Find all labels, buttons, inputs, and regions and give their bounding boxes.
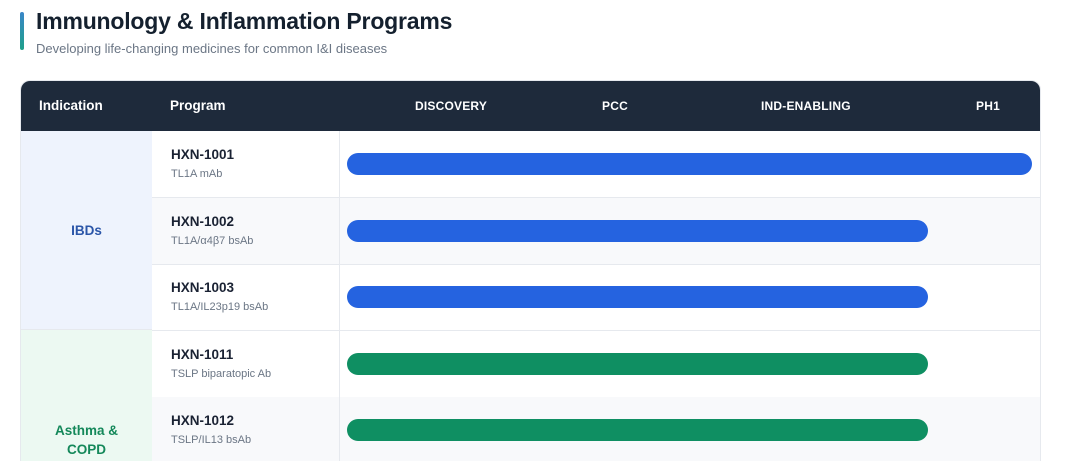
table-row[interactable]: HXN-1003 TL1A/IL23p19 bsAb — [152, 264, 1040, 331]
column-header-program: Program — [170, 98, 226, 113]
progress-bar — [347, 353, 928, 375]
column-header-indication: Indication — [39, 98, 103, 113]
progress-bar — [347, 286, 928, 308]
program-name: HXN-1003 — [171, 280, 235, 295]
indication-cell-asthma-copd: Asthma & COPD — [21, 330, 152, 461]
progress-bar — [347, 419, 928, 441]
program-name: HXN-1011 — [171, 347, 234, 362]
header-accent-bar — [20, 12, 24, 50]
page-title: Immunology & Inflammation Programs — [36, 8, 453, 34]
program-cell: HXN-1012 TSLP/IL13 bsAb — [152, 397, 340, 461]
table-row[interactable]: HXN-1002 TL1A/α4β7 bsAb — [152, 198, 1040, 265]
table-header: Indication Program DISCOVERY PCC IND-ENA… — [21, 81, 1040, 131]
table-row[interactable]: HXN-1012 TSLP/IL13 bsAb — [152, 397, 1040, 461]
column-header-ph1: PH1 — [976, 99, 1000, 113]
indication-label: IBDs — [71, 222, 102, 238]
page-subtitle: Developing life-changing medicines for c… — [36, 41, 388, 56]
progress-bar — [347, 153, 1032, 175]
program-name: HXN-1001 — [171, 147, 235, 162]
table-row[interactable]: HXN-1011 TSLP biparatopic Ab — [152, 331, 1040, 398]
indication-label: Asthma & COPD — [54, 423, 118, 457]
column-header-discovery: DISCOVERY — [415, 99, 488, 113]
program-description: TL1A mAb — [171, 168, 223, 180]
column-header-ind-enabling: IND-ENABLING — [761, 99, 851, 113]
program-name: HXN-1002 — [171, 214, 235, 229]
program-description: TSLP/IL13 bsAb — [171, 434, 252, 446]
program-description: TL1A/IL23p19 bsAb — [171, 301, 269, 313]
progress-track — [347, 353, 1032, 375]
progress-track — [347, 220, 1032, 242]
progress-track — [347, 286, 1032, 308]
progress-track — [347, 153, 1032, 175]
program-description: TL1A/α4β7 bsAb — [171, 235, 254, 247]
program-cell: HXN-1001 TL1A mAb — [152, 131, 340, 197]
progress-track — [347, 419, 1032, 441]
indication-cell-ibds: IBDs — [21, 131, 152, 330]
pipeline-table: Indication Program DISCOVERY PCC IND-ENA… — [20, 80, 1041, 461]
program-cell: HXN-1011 TSLP biparatopic Ab — [152, 331, 340, 397]
program-description: TSLP biparatopic Ab — [171, 368, 272, 380]
program-name: HXN-1012 — [171, 413, 235, 428]
column-header-pcc: PCC — [602, 99, 628, 113]
program-cell: HXN-1003 TL1A/IL23p19 bsAb — [152, 264, 340, 330]
table-row[interactable]: HXN-1001 TL1A mAb — [152, 131, 1040, 198]
program-cell: HXN-1002 TL1A/α4β7 bsAb — [152, 198, 340, 264]
progress-bar — [347, 220, 928, 242]
